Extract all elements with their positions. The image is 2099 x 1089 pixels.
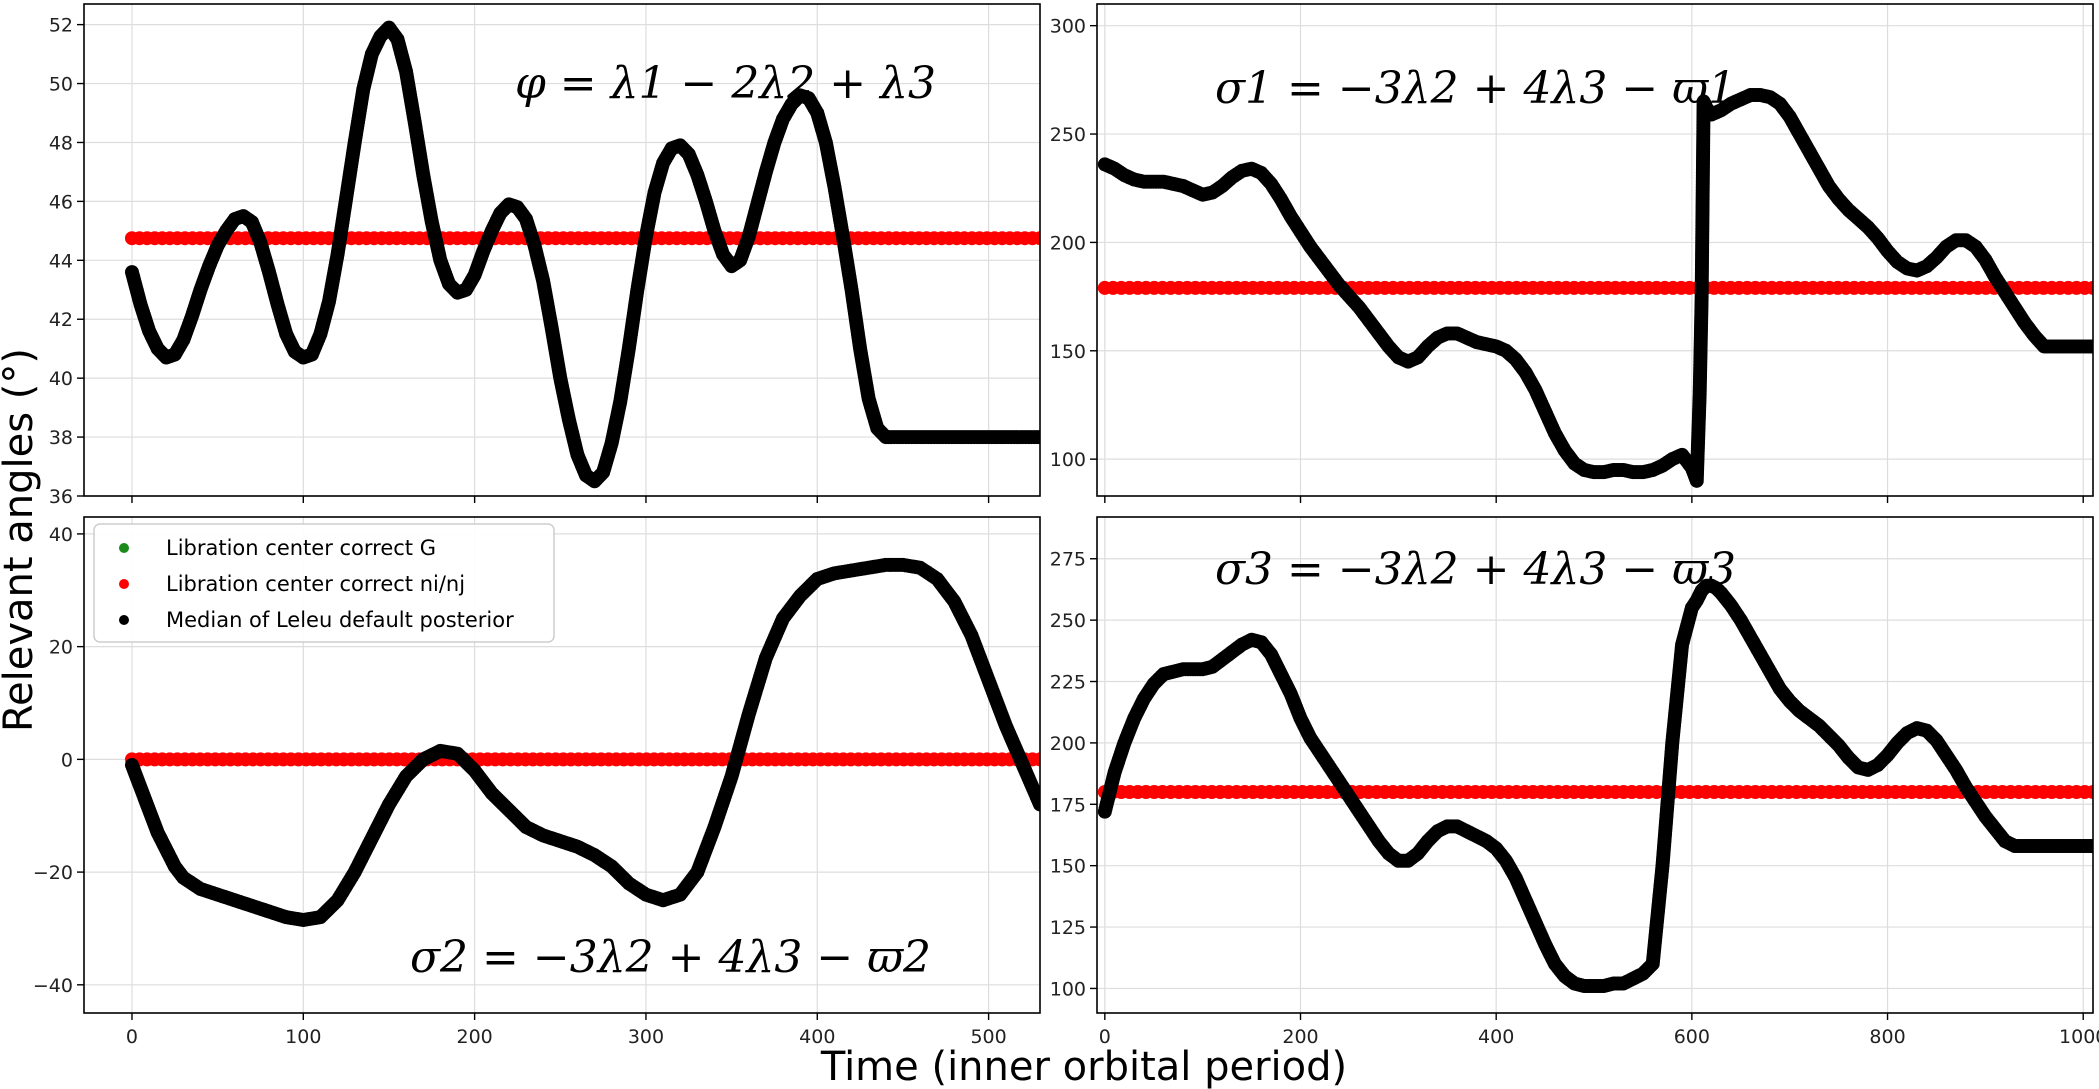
annotation-phi: φ = λ1 − 2λ2 + λ3 bbox=[515, 58, 936, 109]
libration-point bbox=[1033, 231, 1040, 246]
axes-frame bbox=[1096, 3, 2094, 497]
median-point bbox=[1033, 797, 1040, 812]
annotation-sigma2: σ2 = −3λ2 + 4λ3 − ϖ2 bbox=[410, 932, 931, 983]
plot-area-sigma1 bbox=[1097, 88, 2093, 488]
annotation-sigma1: σ1 = −3λ2 + 4λ3 − ϖ1 bbox=[1215, 63, 1736, 114]
panel-sigma1: 100 150 200 250 300 σ1 = −3λ2 + 4λ3 − ϖ1 bbox=[1050, 3, 2094, 503]
y-tick-label: 225 bbox=[1050, 672, 1086, 694]
x-tick-label: 200 bbox=[1282, 1026, 1318, 1048]
y-tick-label: 40 bbox=[49, 368, 73, 390]
y-tick-label: −40 bbox=[33, 975, 73, 997]
y-tick-label: 250 bbox=[1050, 610, 1086, 632]
axes-frame bbox=[83, 3, 1041, 497]
y-tick-label: 150 bbox=[1050, 341, 1086, 363]
legend-marker-nn bbox=[119, 579, 129, 589]
plot-area-sigma3 bbox=[1097, 578, 2093, 993]
y-tick-label: 44 bbox=[49, 250, 73, 272]
legend-label-g: Libration center correct G bbox=[166, 536, 436, 560]
legend-label-median: Median of Leleu default posterior bbox=[166, 608, 514, 632]
y-tick-label: 100 bbox=[1050, 449, 1086, 471]
libration-point bbox=[2086, 785, 2093, 800]
legend-marker-median bbox=[119, 615, 129, 625]
libration-point bbox=[2086, 280, 2093, 295]
plot-area-phi bbox=[124, 20, 1040, 489]
x-tick-label: 1000 bbox=[2059, 1026, 2099, 1048]
y-tick-label: 150 bbox=[1050, 856, 1086, 878]
y-tick-label: 250 bbox=[1050, 124, 1086, 146]
legend: Libration center correct G Libration cen… bbox=[93, 523, 555, 643]
x-tick-label: 400 bbox=[1478, 1026, 1514, 1048]
legend-label-nn: Libration center correct ni/nj bbox=[166, 572, 465, 596]
libration-point bbox=[1033, 752, 1040, 767]
plot-area-sigma2 bbox=[124, 557, 1040, 927]
y-tick-label: −20 bbox=[33, 862, 73, 884]
y-axis-label: Relevant angles (°) bbox=[0, 348, 42, 732]
axes-frame bbox=[1096, 516, 2094, 1014]
x-tick-label: 600 bbox=[1674, 1026, 1710, 1048]
y-tick-label: 50 bbox=[49, 74, 73, 96]
x-tick-label: 0 bbox=[1099, 1026, 1111, 1048]
x-tick-label: 0 bbox=[126, 1026, 138, 1048]
y-tick-label: 175 bbox=[1050, 794, 1086, 816]
y-tick-label: 125 bbox=[1050, 917, 1086, 939]
x-axis-label: Time (inner orbital period) bbox=[820, 1044, 1347, 1089]
y-tick-label: 275 bbox=[1050, 549, 1086, 571]
y-tick-label: 52 bbox=[49, 15, 73, 37]
y-tick-label: 200 bbox=[1050, 733, 1086, 755]
annotation-sigma3: σ3 = −3λ2 + 4λ3 − ϖ3 bbox=[1215, 544, 1736, 595]
panel-sigma3: 100 125 150 175 200 225 250 275 0 200 400 600 800 100… bbox=[1050, 516, 2099, 1048]
y-tick-label: 100 bbox=[1050, 978, 1086, 1000]
x-tick-label: 400 bbox=[799, 1026, 835, 1048]
x-tick-label: 500 bbox=[970, 1026, 1006, 1048]
median-point bbox=[2086, 839, 2093, 854]
panel-phi: 36 38 40 42 44 46 48 50 52 φ = λ1 − 2λ2 + λ3 bbox=[49, 3, 1041, 508]
median-point bbox=[1033, 430, 1040, 445]
x-tick-label: 800 bbox=[1869, 1026, 1905, 1048]
y-tick-label: 38 bbox=[49, 427, 73, 449]
axes-frame bbox=[83, 516, 1041, 1014]
y-tick-label: 0 bbox=[61, 749, 73, 771]
y-tick-label: 300 bbox=[1050, 16, 1086, 38]
x-tick-label: 200 bbox=[456, 1026, 492, 1048]
x-tick-label: 100 bbox=[285, 1026, 321, 1048]
y-tick-label: 200 bbox=[1050, 232, 1086, 254]
median-point bbox=[2086, 339, 2093, 354]
y-tick-label: 20 bbox=[49, 637, 73, 659]
legend-marker-g bbox=[119, 543, 129, 553]
y-tick-label: 46 bbox=[49, 191, 73, 213]
y-tick-label: 36 bbox=[49, 486, 73, 508]
y-tick-label: 48 bbox=[49, 132, 73, 154]
y-tick-label: 40 bbox=[49, 524, 73, 546]
legend-box bbox=[93, 523, 555, 643]
y-tick-label: 42 bbox=[49, 309, 73, 331]
x-tick-label: 300 bbox=[628, 1026, 664, 1048]
